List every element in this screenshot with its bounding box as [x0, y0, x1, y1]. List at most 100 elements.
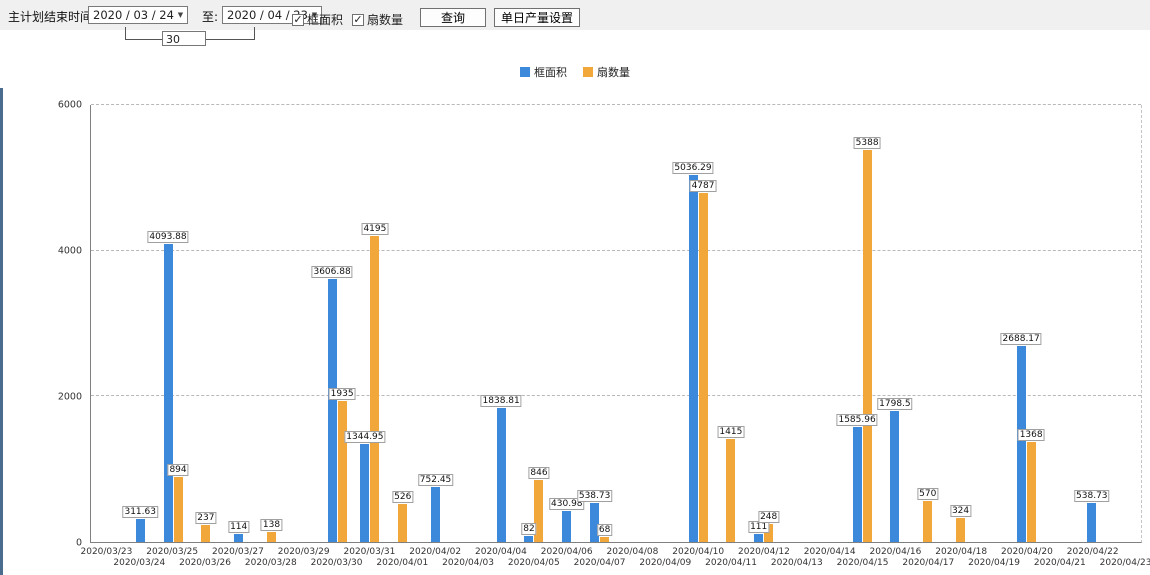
x-tick-label: 2020/04/19 — [968, 558, 1020, 568]
gridline — [91, 395, 1141, 397]
bar-fan-count: 846 — [528, 467, 550, 542]
bar-group — [1108, 105, 1141, 542]
bar-value-label: 1798.5 — [877, 398, 913, 411]
bar-group — [288, 105, 321, 542]
bar-group: 570 — [911, 105, 944, 542]
bar-value-label: 82 — [521, 523, 537, 536]
bar-fan-count: 4195 — [361, 223, 389, 542]
bar-value-label: 311.63 — [122, 506, 158, 519]
y-tick-label: 2000 — [57, 391, 82, 403]
x-tick-label: 2020/04/03 — [442, 558, 494, 568]
bar-group: 114 — [222, 105, 255, 542]
bar-group: 538.73 68 — [576, 105, 616, 542]
bar-group: 1415 — [714, 105, 747, 542]
bar-fan-count: 1368 — [1017, 429, 1045, 542]
bar-value-label: 5036.29 — [672, 162, 714, 175]
date-from-value: 2020 / 03 / 24 — [93, 8, 174, 22]
bar-group: 538.73 — [1074, 105, 1110, 542]
date-to-picker[interactable]: 2020 / 04 / 23 ▼ — [222, 6, 322, 24]
bar-value-label: 570 — [917, 487, 939, 500]
x-tick-label: 2020/03/31 — [343, 547, 396, 557]
bar-group — [452, 105, 485, 542]
chevron-down-icon[interactable]: ▼ — [177, 11, 184, 19]
checkbox-area[interactable]: ✓ 框面积 — [292, 11, 343, 28]
bar-group: 311.63 — [122, 105, 158, 542]
x-axis-labels: 2020/03/23 2020/03/24 2020/03/25 2020/03/26… — [81, 545, 1150, 571]
bar-group: 237 — [189, 105, 222, 542]
bar-value-label: 526 — [392, 490, 414, 503]
checkbox-checked-icon[interactable]: ✓ — [352, 12, 364, 26]
x-tick-label: 2020/04/17 — [902, 558, 955, 568]
bar-value-label: 3606.88 — [311, 266, 353, 279]
x-tick-label: 2020/03/27 — [212, 547, 264, 557]
chart-legend: 框面积 扇数量 — [0, 64, 1150, 80]
bar-value-label: 1585.96 — [836, 413, 878, 426]
bar-frame-area: 1344.95 — [344, 431, 386, 542]
bar-value-label: 538.73 — [1074, 489, 1110, 502]
bar-group: 324 — [944, 105, 977, 542]
x-tick-label: 2020/04/15 — [836, 558, 889, 568]
legend-swatch-blue — [520, 67, 530, 77]
x-tick-label: 2020/04/01 — [376, 558, 429, 568]
x-tick-label: 2020/04/11 — [705, 558, 757, 568]
bar-fan-count: 5388 — [853, 136, 881, 542]
legend-item-area: 框面积 — [520, 64, 567, 80]
bar-value-label: 138 — [260, 518, 283, 531]
bar-fan-count: 1935 — [328, 388, 356, 542]
bar-value-label: 4093.88 — [147, 230, 189, 243]
chevron-down-icon[interactable]: ▼ — [311, 11, 318, 19]
bar-frame-area: 1838.81 — [480, 395, 522, 542]
date-from-picker[interactable]: 2020 / 03 / 24 ▼ — [88, 6, 188, 24]
bar-value-label: 4787 — [689, 180, 717, 193]
x-tick-label: 2020/03/25 — [146, 547, 199, 557]
bar-value-label: 430.98 — [549, 497, 585, 510]
bar-fan-count: 894 — [167, 463, 189, 542]
to-label: 至: — [202, 10, 219, 24]
bar-group: 752.45 — [417, 105, 454, 542]
bar-group: 1344.95 4195 — [344, 105, 389, 542]
legend-label-area: 框面积 — [534, 66, 567, 79]
x-tick-label: 2020/04/13 — [770, 558, 823, 568]
query-button[interactable]: 查询 — [420, 8, 486, 27]
bar-group: 1838.81 — [480, 105, 522, 542]
checkbox-fan-label: 扇数量 — [367, 13, 404, 27]
end-time-label: 主计划结束时间: — [8, 10, 97, 24]
bar-value-label: 5388 — [853, 136, 881, 149]
x-tick-label: 2020/04/22 — [1066, 547, 1119, 557]
bar-value-label: 846 — [528, 467, 550, 480]
window-left-border — [0, 88, 3, 575]
x-tick-label: 2020/04/10 — [672, 547, 725, 557]
bar-frame-area: 3606.88 — [311, 266, 353, 542]
checkbox-checked-icon[interactable]: ✓ — [292, 12, 304, 26]
legend-label-fan: 扇数量 — [597, 66, 630, 79]
bar-fan-count: 1415 — [717, 425, 745, 542]
bar-group: 1585.96 5388 — [836, 105, 881, 542]
bar-frame-area: 2688.17 — [1000, 333, 1042, 542]
bar-value-label: 1935 — [328, 388, 356, 401]
bar-group: 3606.88 1935 — [311, 105, 356, 542]
bar-group — [780, 105, 813, 542]
checkbox-fan[interactable]: ✓ 扇数量 — [352, 11, 403, 28]
date-to-value: 2020 / 04 / 23 — [227, 8, 308, 22]
plot-area: 311.63 4093.88 894 237 114 138 3606.88 1935 1344… — [90, 104, 1142, 543]
bar-value-label: 1344.95 — [344, 431, 386, 444]
daily-output-button[interactable]: 单日产量设置 — [494, 8, 580, 27]
bar-value-label: 1838.81 — [480, 395, 522, 408]
bar-value-label: 538.73 — [576, 489, 613, 502]
bar-fan-count: 526 — [392, 490, 414, 542]
checkbox-area-label: 框面积 — [307, 13, 344, 27]
bar-fan-count: 570 — [917, 487, 939, 542]
y-axis-labels: 0 2000 4000 6000 — [0, 100, 86, 549]
gridline — [91, 104, 1141, 105]
days-between-input[interactable]: 30 — [162, 31, 206, 46]
bar-frame-area: 1798.5 — [877, 398, 913, 542]
bar-frame-area: 538.73 — [576, 489, 613, 542]
bar-frame-area: 114 — [228, 520, 250, 542]
x-tick-label: 2020/04/06 — [540, 547, 593, 557]
x-tick-label: 2020/03/23 — [80, 547, 133, 557]
x-tick-label: 2020/04/16 — [869, 547, 922, 557]
bar-value-label: 324 — [949, 505, 972, 518]
x-tick-label: 2020/04/09 — [639, 558, 692, 568]
bar-group: 82 846 — [518, 105, 551, 542]
bar-chart: 0 2000 4000 6000 311.63 4093.88 894 237 114 138 3… — [0, 88, 1150, 575]
